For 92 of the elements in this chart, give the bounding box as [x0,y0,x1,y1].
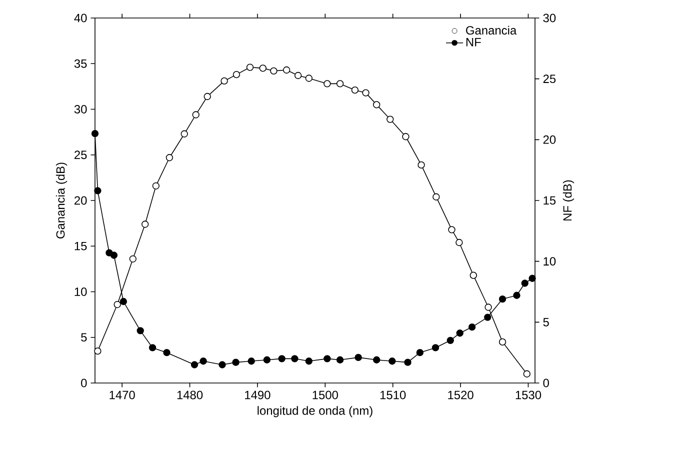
point [180,130,188,138]
point [386,116,394,123]
point [152,182,160,190]
y-tick-label: 15 [74,242,87,250]
point [523,370,530,378]
point [114,300,121,308]
point [468,323,476,331]
point [204,92,211,100]
point [446,336,454,344]
y-tick-label: 0 [81,378,87,388]
point [402,133,410,140]
point [232,358,240,366]
point [248,358,255,365]
point [416,348,424,356]
point [404,358,412,366]
x-tick-label: 1490 [245,390,270,400]
point [129,255,136,262]
point [498,338,506,346]
point [351,86,359,94]
point [110,252,118,259]
point [354,354,362,362]
y2-tick-label: 15 [544,196,556,205]
point [94,347,102,355]
point [166,154,174,162]
y2-tick-label: 10 [544,257,556,266]
point [282,66,290,74]
y2-tick-label: 25 [543,74,556,84]
point [432,344,440,352]
point [324,80,331,88]
point [120,298,128,306]
x-tick-label: 1480 [177,390,203,400]
y2-tick-label: 20 [543,135,556,144]
y2-axis-title: NF (dB) [562,180,574,220]
x-tick-label: 1530 [516,390,542,400]
point [232,70,240,78]
point [136,327,144,334]
y2-tick-label: 5 [543,318,549,326]
legend-label: Ganancia [466,26,517,35]
y2-tick-label: 30 [543,14,556,22]
y-tick-label: 30 [74,105,87,114]
x-tick-label: 1520 [448,390,474,400]
point [484,314,492,321]
y-tick-label: 35 [74,59,87,68]
point [246,64,254,71]
point [388,358,396,365]
x-tick-label: 1470 [110,390,135,400]
point [456,330,464,337]
x-axis-title: longitud de onda (nm) [258,406,372,418]
point [448,226,456,234]
point [418,161,425,168]
legend-label: NF [466,38,481,46]
point [521,280,528,287]
y-tick-label: 25 [74,150,87,160]
point [259,64,266,72]
x-tick-label: 1500 [312,390,338,400]
point [305,358,312,365]
point [220,77,228,85]
point [190,361,198,368]
y-tick-label: 5 [81,333,87,342]
y-axis-title: Ganancia (dB) [56,162,68,238]
point [456,238,463,246]
point [498,295,506,303]
point [336,80,344,88]
point [278,355,286,362]
point [163,348,170,356]
point [294,72,302,80]
point [373,101,380,108]
point [528,274,536,282]
x-tick-label: 1510 [380,390,406,400]
point [291,355,298,362]
point [305,74,312,82]
point [513,292,520,299]
point [432,193,440,200]
point [336,356,344,364]
point [324,355,331,362]
point [270,67,278,75]
point [362,89,370,96]
point [192,111,200,118]
y-tick-label: 20 [74,196,87,205]
point [373,356,380,364]
y2-tick-label: 0 [543,378,549,388]
point [148,344,156,352]
y-tick-label: 40 [74,14,87,22]
point [484,304,492,311]
point [91,130,99,138]
y-tick-label: 10 [74,288,87,296]
point [200,358,207,365]
point [142,220,149,228]
point [94,187,102,194]
point [470,272,477,279]
point [263,356,271,364]
point [218,361,226,368]
